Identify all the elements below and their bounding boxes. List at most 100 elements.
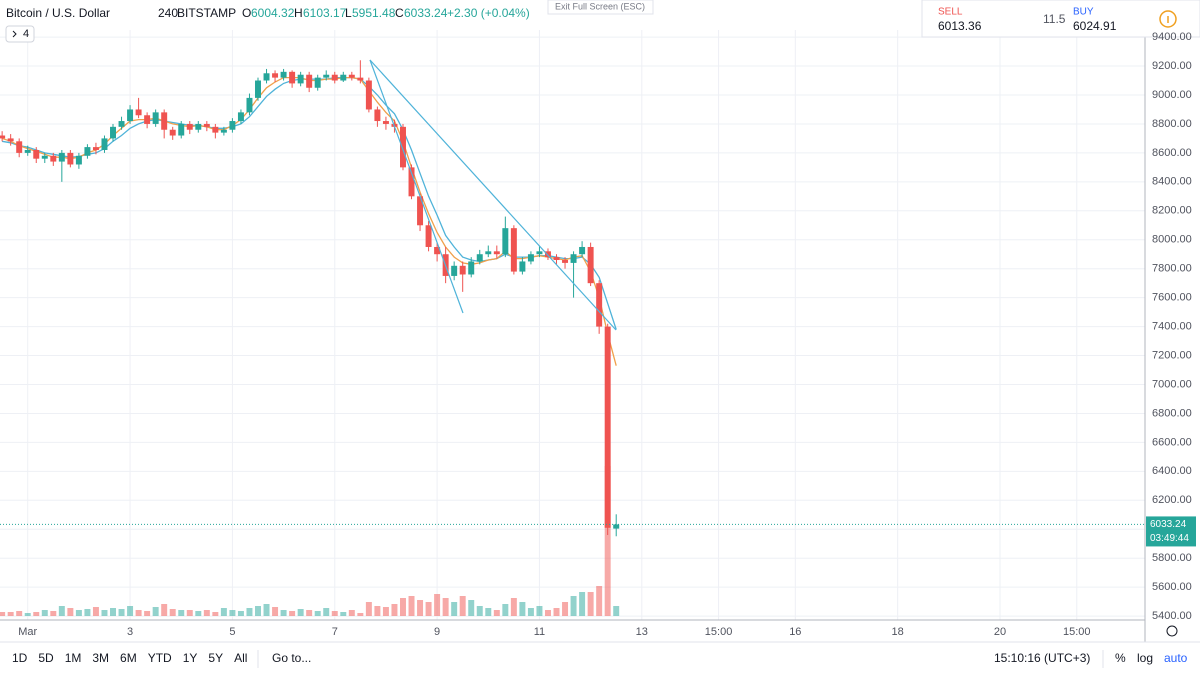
range-button[interactable]: All — [234, 651, 247, 665]
x-tick-label: 9 — [434, 626, 440, 638]
candle-body — [212, 126, 219, 133]
volume-bar — [58, 606, 65, 616]
candle-body — [562, 260, 569, 263]
range-button[interactable]: 5Y — [208, 651, 223, 665]
change: +2.30 (+0.04%) — [447, 6, 530, 20]
symbol-title[interactable]: Bitcoin / U.S. Dollar — [6, 6, 110, 20]
ohlc-value: 6103.17 — [303, 6, 347, 20]
candle-body — [365, 80, 372, 110]
x-tick-label: 13 — [636, 626, 648, 638]
x-tick-label: 15:00 — [1063, 626, 1091, 638]
volume-bar — [502, 604, 509, 616]
volume-bar — [41, 610, 48, 616]
volume-bar — [297, 609, 304, 616]
candle-body — [451, 265, 458, 276]
candle-body — [84, 147, 91, 156]
volume-bar — [220, 608, 227, 616]
range-button[interactable]: 3M — [92, 651, 109, 665]
candle-body — [485, 251, 492, 255]
log-toggle[interactable]: log — [1137, 651, 1153, 665]
volume-bar — [562, 602, 569, 616]
interval[interactable]: 240 — [158, 6, 178, 20]
range-button[interactable]: 5D — [38, 651, 54, 665]
candle-body — [297, 74, 304, 84]
range-button[interactable]: 1Y — [183, 651, 198, 665]
last-price-badge — [1146, 516, 1196, 547]
candle-body — [0, 135, 6, 139]
volume-bar — [7, 612, 14, 616]
volume-bar — [348, 610, 355, 616]
candle-body — [255, 80, 261, 98]
buy-label: BUY — [1073, 7, 1094, 18]
percent-toggle[interactable]: % — [1115, 651, 1126, 665]
volume-bar — [570, 596, 577, 616]
goto-button[interactable]: Go to... — [272, 651, 311, 665]
volume-bar — [306, 610, 313, 616]
trend-line[interactable] — [369, 59, 617, 331]
volume-bar — [289, 611, 296, 616]
range-button[interactable]: 1D — [12, 651, 28, 665]
y-tick-label: 5600.00 — [1152, 581, 1192, 593]
volume-bar — [178, 610, 185, 616]
candle-body — [67, 152, 74, 165]
candle-body — [587, 246, 594, 284]
y-tick-label: 7000.00 — [1152, 378, 1192, 390]
volume-bar — [604, 466, 611, 616]
candle-body — [502, 228, 509, 255]
buy-button[interactable] — [1066, 1, 1150, 36]
x-tick-label: 11 — [534, 626, 545, 638]
volume-bar — [152, 607, 159, 616]
exit-fullscreen-button[interactable] — [547, 0, 654, 15]
x-tick-label: 3 — [127, 626, 133, 638]
volume-bar — [408, 596, 415, 616]
candle-body — [382, 121, 389, 124]
volume-bar — [263, 604, 270, 616]
candle-body — [408, 167, 415, 197]
x-tick-label: 15:00 — [705, 626, 733, 638]
volume-bar — [553, 608, 560, 616]
candle-body — [220, 129, 227, 133]
candle-body — [16, 141, 23, 153]
volume-bar — [118, 609, 125, 616]
candle-body — [468, 261, 475, 275]
indicator-toggle[interactable] — [5, 25, 35, 43]
y-tick-label: 8000.00 — [1152, 234, 1192, 246]
volume-bar — [434, 594, 441, 616]
candle-body — [92, 147, 99, 150]
candle-body — [101, 138, 108, 150]
spread: 11.55 — [1043, 12, 1072, 26]
info-icon[interactable] — [1159, 10, 1177, 28]
volume-bar — [579, 592, 586, 616]
candle-body — [144, 115, 151, 124]
y-tick-label: 5400.00 — [1152, 610, 1192, 622]
range-button[interactable]: 6M — [120, 651, 137, 665]
volume-bar — [127, 606, 134, 616]
candle-body — [169, 129, 176, 136]
candle-body — [527, 254, 534, 262]
volume-bar — [519, 602, 526, 616]
candle-body — [135, 109, 142, 116]
y-tick-label: 7400.00 — [1152, 320, 1192, 332]
x-tick-label: 20 — [994, 626, 1006, 638]
volume-bar — [24, 613, 31, 616]
settings-icon[interactable] — [1166, 625, 1178, 637]
range-button[interactable]: YTD — [148, 651, 172, 665]
candle-body — [604, 326, 611, 528]
candle-body — [161, 112, 168, 130]
candle-body — [348, 74, 355, 78]
candle-body — [340, 74, 347, 81]
volume-bar — [246, 608, 253, 616]
volume-bar — [255, 606, 261, 616]
range-button[interactable]: 1M — [65, 651, 82, 665]
candle-body — [58, 152, 65, 162]
y-tick-label: 8400.00 — [1152, 176, 1192, 188]
trend-line[interactable] — [369, 59, 464, 314]
ohlc-value: 6004.32 — [251, 6, 295, 20]
sell-button[interactable] — [923, 1, 1019, 36]
candle-body — [459, 265, 466, 275]
auto-toggle[interactable]: auto — [1164, 651, 1188, 665]
volume-bar — [451, 602, 458, 616]
countdown-label: 03:49:44 — [1150, 533, 1189, 544]
indicator-count: 4 — [23, 28, 29, 40]
